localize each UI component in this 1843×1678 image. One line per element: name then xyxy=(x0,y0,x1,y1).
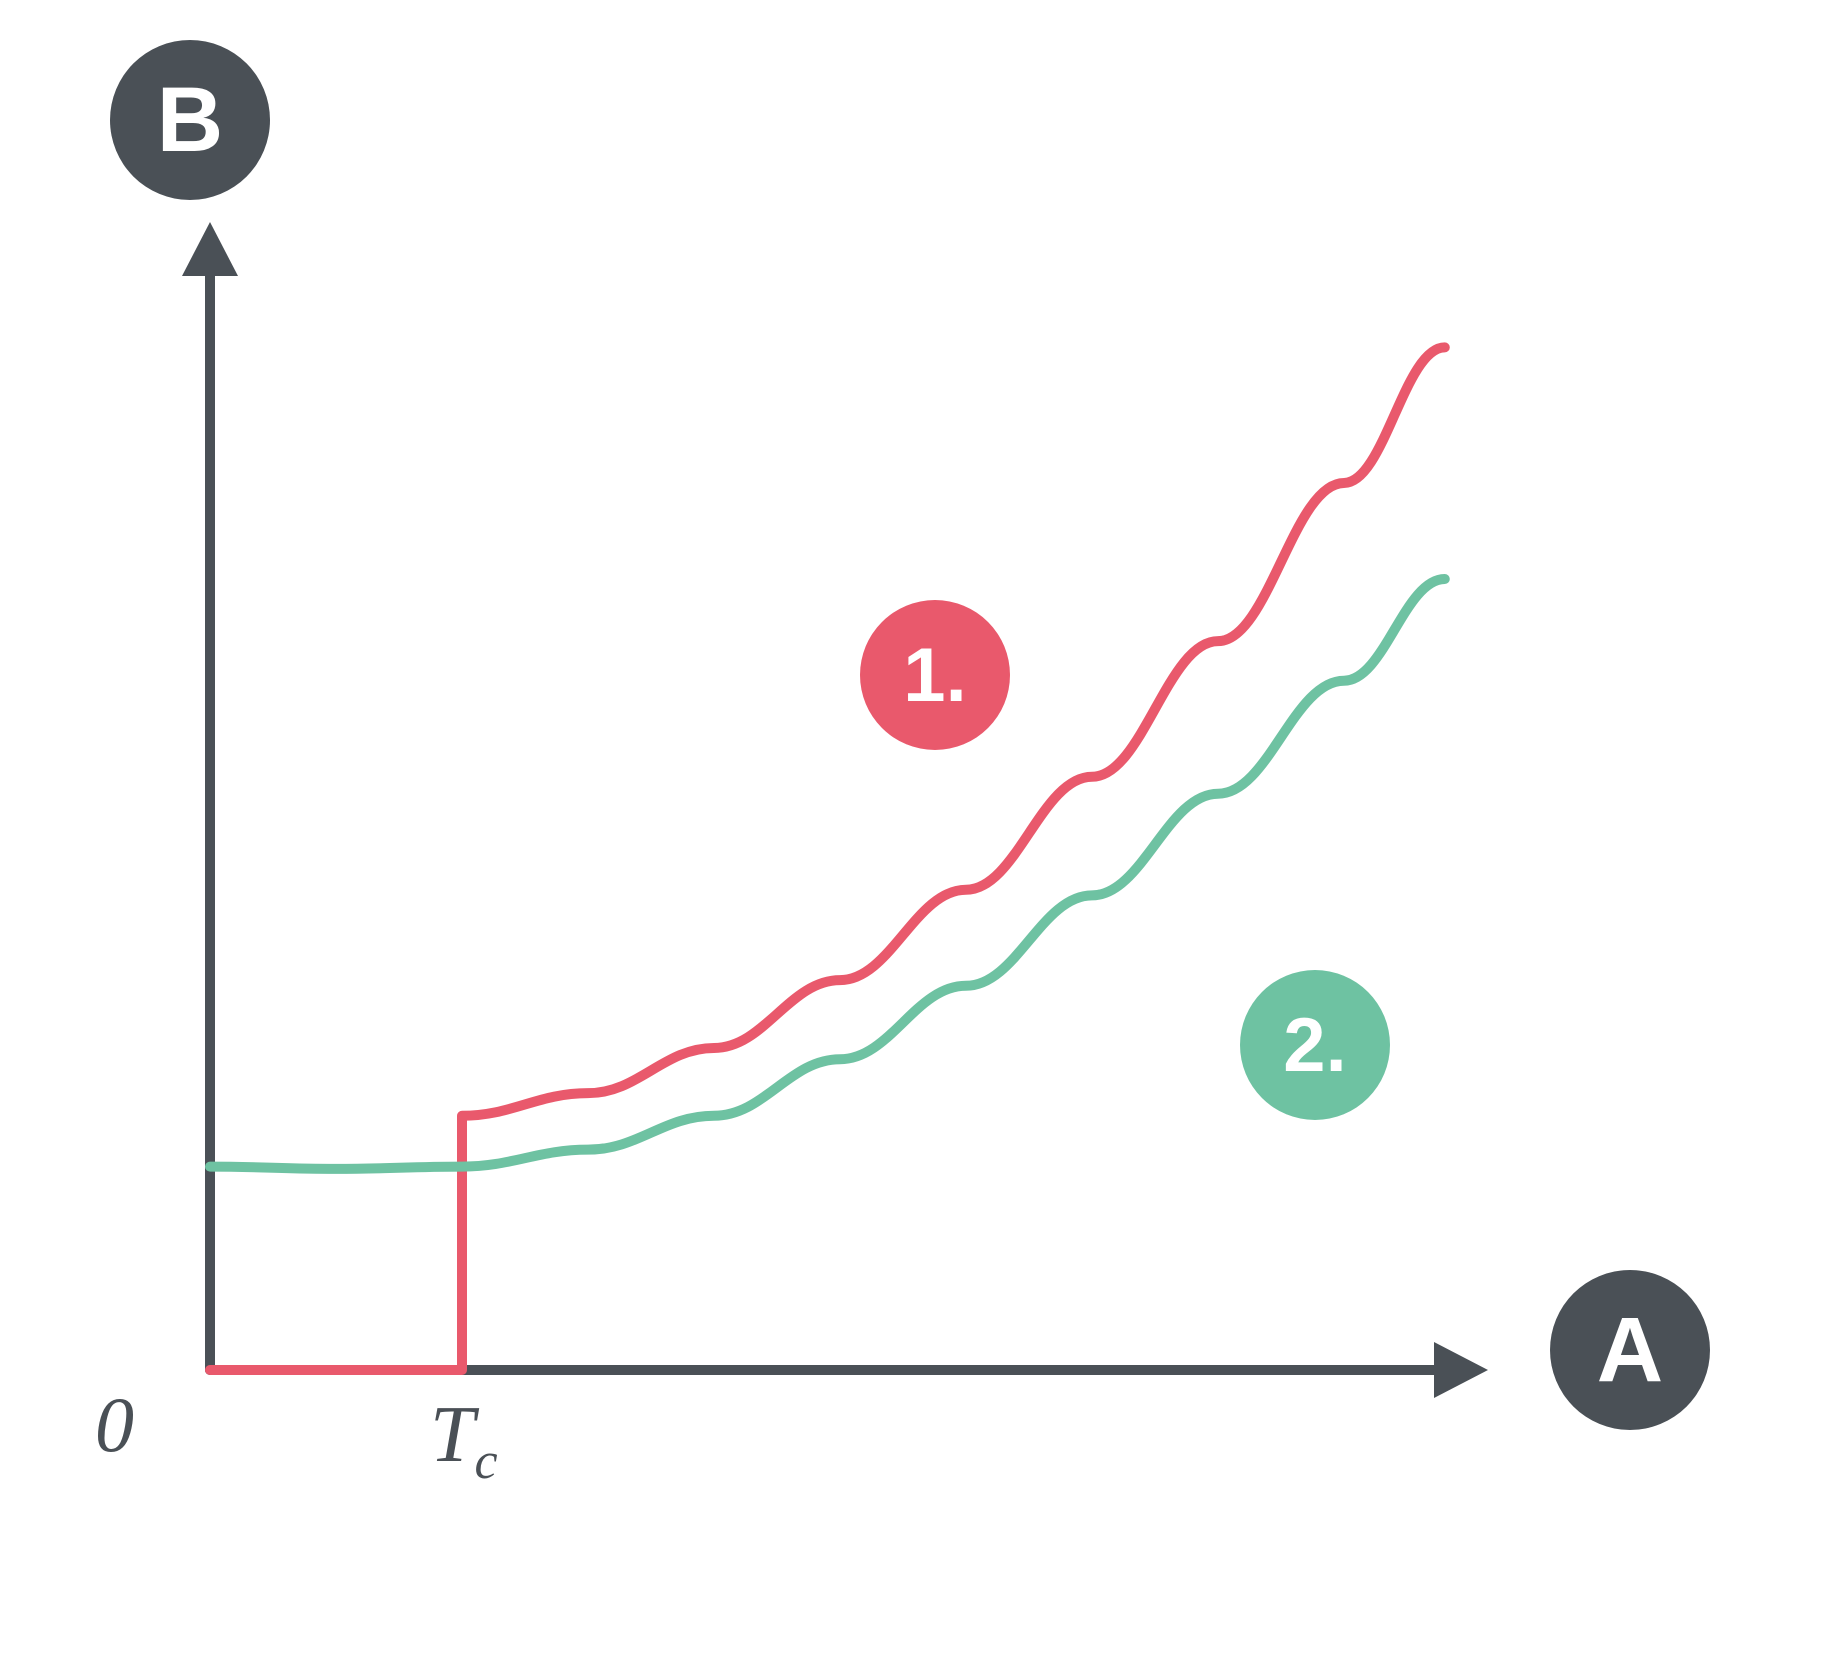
x-axis-badge-label: A xyxy=(1597,1298,1663,1403)
chart-container: B A 1. 2. 0 Tc xyxy=(180,100,1660,1580)
curve2-path xyxy=(210,579,1445,1169)
chart-svg xyxy=(180,100,1580,1480)
x-tick-label: Tc xyxy=(430,1390,498,1491)
curve1-path xyxy=(210,347,1445,1370)
origin-label: 0 xyxy=(95,1380,134,1470)
x-tick-main: T xyxy=(430,1391,475,1479)
x-tick-sub: c xyxy=(475,1433,498,1490)
